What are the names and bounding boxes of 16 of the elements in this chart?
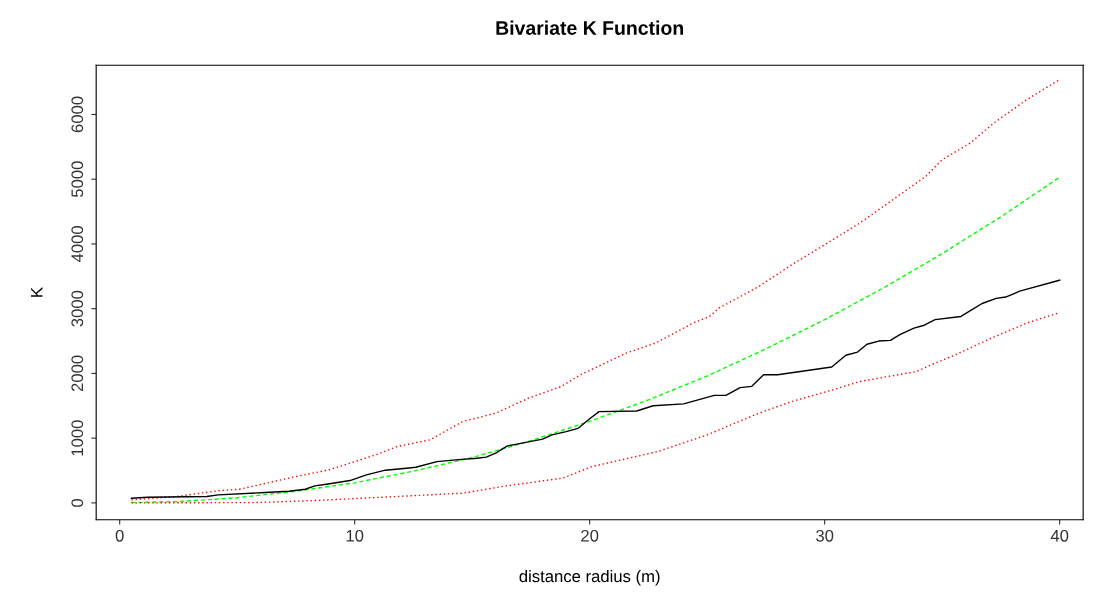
y-tick-label: 3000	[71, 290, 84, 327]
x-tick-label: 10	[346, 529, 364, 542]
y-tick-label: 5000	[71, 161, 84, 198]
x-axis-title: distance radius (m)	[519, 569, 660, 586]
x-tick-label: 40	[1050, 529, 1069, 542]
y-tick-label: 6000	[71, 96, 84, 133]
y-tick-label: 4000	[71, 226, 84, 263]
line-series	[130, 279, 1061, 499]
x-tick-label: 30	[816, 529, 834, 542]
y-axis-title: K	[31, 287, 43, 297]
y-tick-label: 2000	[71, 355, 84, 392]
y-tick-label: 0	[71, 498, 84, 507]
y-tick-label: 1000	[71, 420, 84, 456]
x-tick-label: 20	[581, 529, 599, 542]
x-tick-label: 0	[115, 529, 124, 542]
chart-title: Bivariate K Function	[496, 20, 684, 35]
